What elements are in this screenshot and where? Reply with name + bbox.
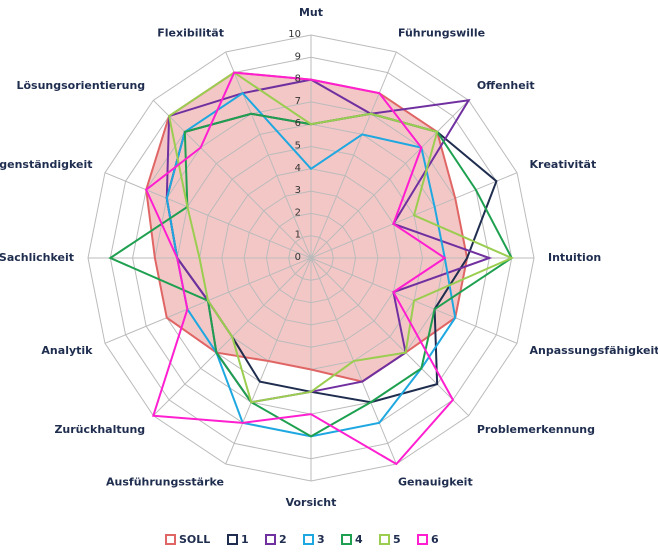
legend-label: SOLL [179, 533, 210, 546]
spoke [310, 257, 470, 417]
category-label: Flexibilität [157, 26, 224, 39]
category-label: Genauigkeit [398, 476, 473, 489]
category-label: Ausführungsstärke [106, 476, 224, 489]
series-line [144, 71, 455, 466]
category-label: Problemerkennung [477, 423, 595, 436]
tick-label: 2 [295, 207, 301, 218]
legend-label: 6 [431, 533, 439, 546]
spoke [152, 99, 312, 259]
tick-label: 10 [288, 29, 301, 40]
spoke [104, 172, 312, 259]
category-label: Führungswille [398, 26, 485, 39]
tick-label: 4 [295, 163, 301, 174]
tick-label: 1 [295, 230, 301, 241]
legend-label: 1 [241, 533, 249, 546]
tick-label: 8 [295, 74, 301, 85]
category-label: Kreativität [530, 158, 597, 171]
legend-swatch [379, 534, 390, 545]
category-label: Analytik [41, 344, 93, 357]
legend-swatch [165, 534, 176, 545]
legend-label: 5 [393, 533, 401, 546]
tick-label: 7 [295, 96, 301, 107]
spoke [225, 51, 312, 259]
category-label: Intuition [548, 251, 601, 264]
category-label: Mut [299, 6, 323, 19]
tick-label: 6 [295, 118, 301, 129]
category-label: Zurückhaltung [54, 423, 145, 436]
legend-label: 2 [279, 533, 287, 546]
series-line [108, 112, 514, 438]
category-label: Vorsicht [286, 496, 337, 509]
legend-swatch [227, 534, 238, 545]
legend-label: 3 [317, 533, 325, 546]
category-label: Offenheit [477, 79, 535, 92]
category-label: Eigenständigkeit [0, 158, 92, 171]
category-label: Lösungsorientierung [16, 79, 145, 92]
series-area [146, 72, 468, 382]
tick-label: 9 [295, 51, 301, 62]
legend-swatch [341, 534, 352, 545]
spoke [310, 99, 470, 259]
spoke [310, 51, 397, 259]
series-line [167, 71, 515, 404]
category-label: Anpassungsfähigkeit [530, 344, 658, 357]
legend-swatch [265, 534, 276, 545]
category-label: Sachlichkeit [0, 251, 74, 264]
legend-swatch [417, 534, 428, 545]
legend-label: 4 [355, 533, 363, 546]
tick-label: 0 [295, 252, 301, 263]
tick-label: 5 [295, 141, 301, 152]
series-line [145, 71, 469, 383]
tick-label: 3 [295, 185, 301, 196]
legend-swatch [303, 534, 314, 545]
